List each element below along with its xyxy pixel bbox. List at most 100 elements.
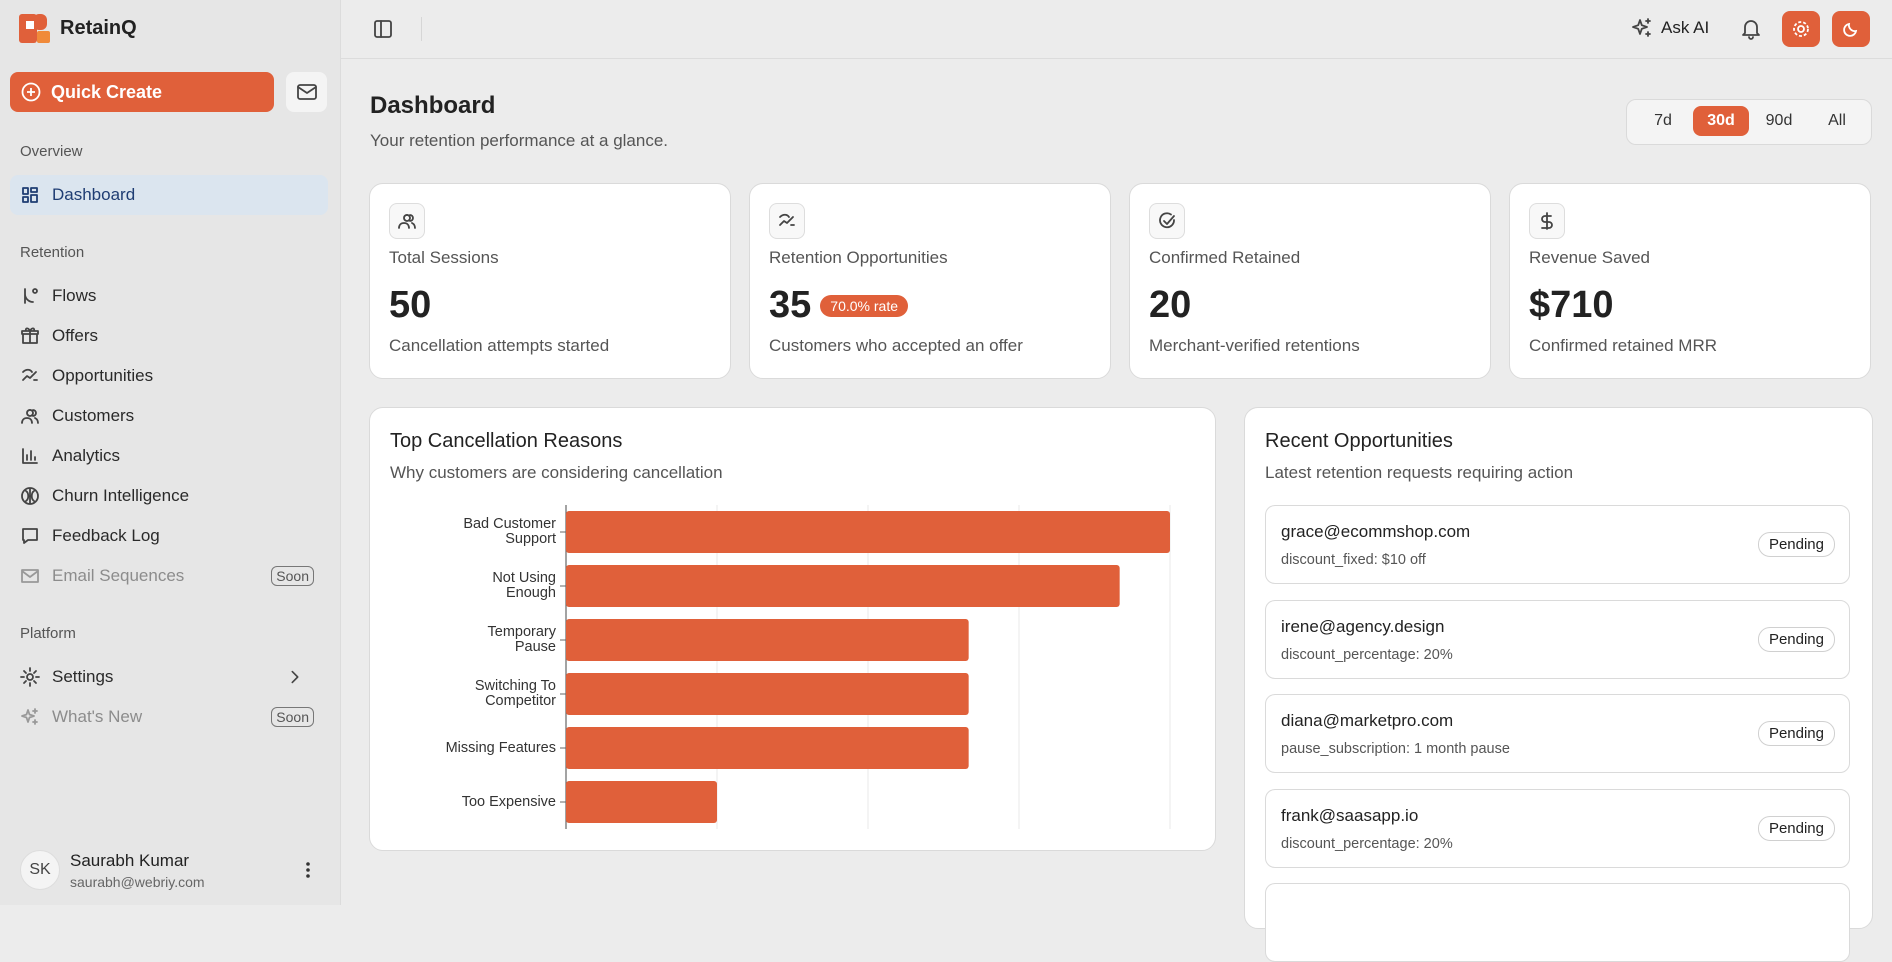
notifications-button[interactable] <box>1741 18 1761 40</box>
sidebar-toggle[interactable] <box>373 19 393 39</box>
nav-item[interactable]: Customers <box>10 396 328 436</box>
icon <box>20 667 40 687</box>
nav-item[interactable]: Email Sequences Soon <box>10 556 328 596</box>
icon <box>22 187 38 203</box>
nav-item-label: Settings <box>52 667 114 686</box>
category-label: Bad Customer Support <box>463 516 556 547</box>
nav-item[interactable]: Churn Intelligence <box>10 476 328 516</box>
stat-label: Total Sessions <box>389 248 499 267</box>
opportunity-item[interactable]: irene@agency.design discount_percentage: … <box>1265 599 1850 679</box>
icon <box>21 569 39 583</box>
opportunity-detail: discount_percentage: 20% <box>1281 646 1453 663</box>
icon <box>22 528 38 544</box>
category-label: Too Expensive <box>461 793 556 810</box>
status-pill: Pending <box>1757 815 1835 841</box>
avatar: SK <box>20 850 60 890</box>
category-label: Temporary Pause <box>487 624 557 655</box>
stat-caption: Cancellation attempts started <box>389 336 610 355</box>
quick-create-label: Quick Create <box>51 81 163 102</box>
range-option[interactable]: 30d <box>1693 106 1749 136</box>
recent-title: Recent Opportunities <box>1265 430 1453 452</box>
stat-value: 20 <box>1149 284 1192 326</box>
range-option[interactable]: All <box>1828 112 1846 129</box>
nav-item-label: Flows <box>52 286 97 305</box>
soon-badge: Soon <box>271 566 314 586</box>
opportunity-item[interactable]: grace@ecommshop.com discount_fixed: $10 o… <box>1265 505 1850 584</box>
nav-section-title: Platform <box>20 625 76 642</box>
status-pill: Pending <box>1757 532 1835 557</box>
opportunity-item <box>1265 883 1850 962</box>
icon <box>21 327 39 344</box>
sidebar: RetainQ Quick Create SK Saurabh Kumar sa… <box>0 0 341 905</box>
bar <box>566 781 717 823</box>
nav-item-label: Email Sequences <box>52 566 185 585</box>
brand-logo <box>19 14 50 43</box>
quick-create-button[interactable]: Quick Create <box>10 72 274 112</box>
category-label: Switching To Competitor <box>474 678 556 709</box>
nav-item-label: What's New <box>52 707 143 726</box>
chart-title: Top Cancellation Reasons <box>390 430 623 452</box>
stat-caption: Customers who accepted an offer <box>769 336 1023 355</box>
nav-item[interactable]: Opportunities <box>10 356 328 396</box>
range-option[interactable]: 7d <box>1654 112 1672 129</box>
theme-button[interactable] <box>1832 11 1870 47</box>
opportunity-item[interactable]: frank@saasapp.io discount_percentage: 20%… <box>1265 788 1850 868</box>
opportunity-email: grace@ecommshop.com <box>1281 522 1471 541</box>
icon <box>21 409 39 424</box>
nav-item[interactable]: Analytics <box>10 436 328 476</box>
topbar <box>341 0 1892 59</box>
ask-ai-button[interactable]: Ask AI <box>1631 17 1709 39</box>
nav-item-label: Opportunities <box>52 366 154 385</box>
nav-item[interactable]: Dashboard <box>10 175 328 215</box>
bar <box>566 727 969 769</box>
nav-item[interactable]: Offers <box>10 316 328 356</box>
recent-card: Recent Opportunities Latest retention re… <box>1244 407 1873 962</box>
stat-icon <box>1149 203 1185 239</box>
stat-badge: 70.0% rate <box>820 294 908 317</box>
icon <box>779 213 795 226</box>
stat-value-row: 35 70.0% rate <box>769 284 908 327</box>
nav-section-title: Overview <box>20 143 83 160</box>
brand-name: RetainQ <box>60 17 137 39</box>
chart-card: Top Cancellation Reasons Why customers a… <box>369 407 1216 851</box>
stat-card: Confirmed Retained 20 Merchant-verified re… <box>1129 183 1491 379</box>
chart-subtitle: Why customers are considering cancellati… <box>390 463 723 482</box>
range-option[interactable]: 90d <box>1765 112 1793 129</box>
page-title: Dashboard <box>370 92 496 119</box>
stat-icon <box>1529 203 1565 239</box>
opportunity-email: frank@saasapp.io <box>1281 805 1419 825</box>
nav-item[interactable]: Flows <box>10 276 328 316</box>
stat-icon <box>389 203 425 239</box>
nav-item-label: Customers <box>52 406 135 425</box>
opportunity-item[interactable]: diana@marketpro.com pause_subscription: 1… <box>1265 694 1850 773</box>
nav-item-label: Churn Intelligence <box>52 486 190 505</box>
opportunity-email: diana@marketpro.com <box>1281 711 1454 730</box>
stat-caption: Merchant-verified retentions <box>1149 336 1360 355</box>
stat-caption: Confirmed retained MRR <box>1529 336 1718 355</box>
nav-item[interactable]: What's New Soon <box>10 697 328 737</box>
inbox-button[interactable] <box>286 72 327 112</box>
stat-label: Revenue Saved <box>1529 248 1650 267</box>
nav-item[interactable]: Settings <box>10 657 328 697</box>
nav-item[interactable]: Feedback Log <box>10 516 328 556</box>
stat-icon <box>769 203 805 239</box>
user-menu[interactable] <box>300 860 316 880</box>
icon <box>1541 212 1553 230</box>
nav-item-label: Feedback Log <box>52 526 160 545</box>
category-label: Not Using Enough <box>492 570 556 601</box>
bar <box>566 619 969 661</box>
opportunity-email: irene@agency.design <box>1281 616 1445 636</box>
range-selector: 7d 30d 90d All <box>1626 99 1872 145</box>
opportunity-detail: pause_subscription: 1 month pause <box>1281 741 1510 757</box>
main: Ask AI Dashboard Your retention performa… <box>341 0 1892 962</box>
icon <box>291 670 299 684</box>
status-pill: Pending <box>1757 721 1835 746</box>
ask-ai-label: Ask AI <box>1661 18 1710 37</box>
stat-label: Retention Opportunities <box>769 248 948 267</box>
user-name: Saurabh Kumar <box>70 851 190 870</box>
settings-button[interactable] <box>1782 11 1820 47</box>
stat-card: Total Sessions 50 Cancellation attempts st… <box>369 183 731 379</box>
stat-value: 50 <box>389 284 432 326</box>
bar <box>566 673 969 715</box>
